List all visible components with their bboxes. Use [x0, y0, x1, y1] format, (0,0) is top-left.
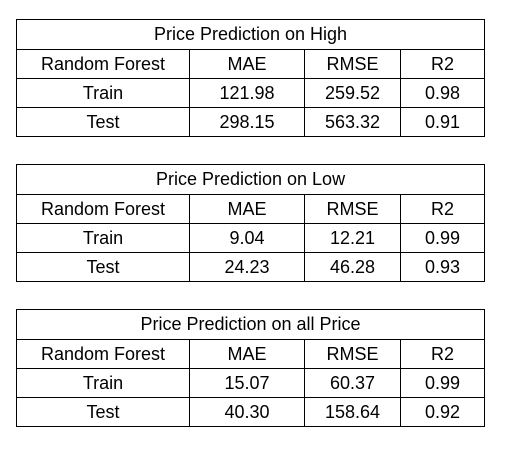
- table-header-row: Random Forest MAE RMSE R2: [16, 339, 486, 369]
- rmse-value: 46.28: [304, 252, 401, 282]
- mae-value: 15.07: [189, 368, 305, 398]
- r2-value: 0.99: [399, 223, 486, 253]
- r2-value: 0.98: [399, 78, 486, 108]
- table-title: Price Prediction on all Price: [15, 309, 486, 340]
- table-title: Price Prediction on Low: [15, 164, 486, 195]
- table-row: Train 9.04 12.21 0.99: [16, 223, 486, 253]
- price-prediction-all-table: Price Prediction on all Price Random For…: [15, 309, 486, 427]
- rmse-value: 60.37: [304, 368, 401, 398]
- table-row: Train 121.98 259.52 0.98: [16, 78, 486, 108]
- row-label: Train: [16, 78, 190, 108]
- row-label: Train: [16, 223, 190, 253]
- rmse-value: 12.21: [304, 223, 401, 253]
- mae-value: 121.98: [189, 78, 305, 108]
- table-title-row: Price Prediction on all Price: [15, 309, 486, 340]
- table-row: Test 24.23 46.28 0.93: [16, 252, 486, 282]
- mae-value: 9.04: [189, 223, 305, 253]
- rmse-value: 158.64: [304, 397, 401, 427]
- header-r2: R2: [399, 49, 486, 79]
- table-title-row: Price Prediction on High: [15, 19, 486, 50]
- table-row: Train 15.07 60.37 0.99: [16, 368, 486, 398]
- row-label: Test: [16, 397, 190, 427]
- price-prediction-low-table: Price Prediction on Low Random Forest MA…: [15, 164, 486, 282]
- header-mae: MAE: [189, 194, 305, 224]
- table-row: Test 298.15 563.32 0.91: [16, 107, 486, 137]
- r2-value: 0.91: [399, 107, 486, 137]
- mae-value: 24.23: [189, 252, 305, 282]
- table-title: Price Prediction on High: [15, 19, 486, 50]
- header-r2: R2: [399, 339, 486, 369]
- r2-value: 0.93: [399, 252, 486, 282]
- row-label: Train: [16, 368, 190, 398]
- header-mae: MAE: [189, 49, 305, 79]
- mae-value: 298.15: [189, 107, 305, 137]
- rmse-value: 259.52: [304, 78, 401, 108]
- header-r2: R2: [399, 194, 486, 224]
- table-row: Test 40.30 158.64 0.92: [16, 397, 486, 427]
- header-model: Random Forest: [16, 49, 190, 79]
- header-rmse: RMSE: [304, 194, 401, 224]
- header-model: Random Forest: [16, 194, 190, 224]
- rmse-value: 563.32: [304, 107, 401, 137]
- row-label: Test: [16, 252, 190, 282]
- header-rmse: RMSE: [304, 49, 401, 79]
- header-mae: MAE: [189, 339, 305, 369]
- row-label: Test: [16, 107, 190, 137]
- table-header-row: Random Forest MAE RMSE R2: [16, 194, 486, 224]
- table-header-row: Random Forest MAE RMSE R2: [16, 49, 486, 79]
- table-title-row: Price Prediction on Low: [15, 164, 486, 195]
- price-prediction-high-table: Price Prediction on High Random Forest M…: [15, 19, 486, 137]
- header-model: Random Forest: [16, 339, 190, 369]
- r2-value: 0.92: [399, 397, 486, 427]
- header-rmse: RMSE: [304, 339, 401, 369]
- r2-value: 0.99: [399, 368, 486, 398]
- mae-value: 40.30: [189, 397, 305, 427]
